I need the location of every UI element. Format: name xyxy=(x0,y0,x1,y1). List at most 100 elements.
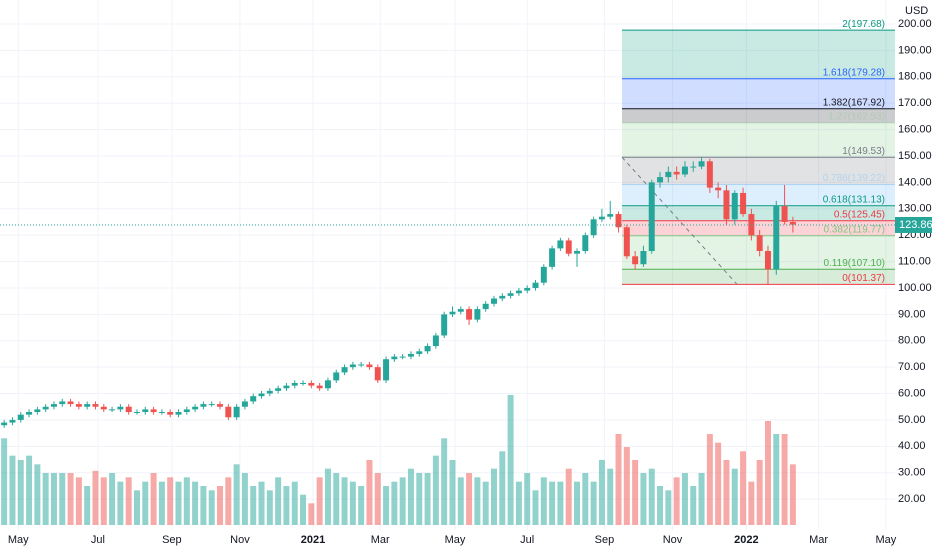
volume-bar xyxy=(499,451,506,525)
candle-body xyxy=(1,422,8,426)
volume-bar xyxy=(491,468,497,525)
fib-band xyxy=(622,205,895,221)
volume-bar xyxy=(266,490,273,525)
candle-body xyxy=(59,401,66,405)
grid xyxy=(0,0,895,530)
volume-bar xyxy=(706,434,713,525)
fib-level-label: 1.382(167.92) xyxy=(823,97,885,108)
fib-level-label: 0.119(107.10) xyxy=(823,258,885,269)
candle-body xyxy=(67,401,74,405)
candle-body xyxy=(258,393,265,397)
candle-body xyxy=(466,309,473,320)
candle-body xyxy=(740,192,747,215)
y-tick-label: 170.00 xyxy=(898,97,932,109)
x-tick-label: 2021 xyxy=(301,534,325,546)
volume-bar xyxy=(175,481,182,525)
fib-band xyxy=(622,122,895,158)
candle-body xyxy=(748,214,755,236)
candle-body xyxy=(217,404,224,407)
candle-body xyxy=(549,248,556,267)
candle-body xyxy=(756,235,763,252)
fib-band xyxy=(622,30,895,79)
fib-level-label: 1.27(162.53) xyxy=(828,112,885,123)
volume-bar xyxy=(67,473,74,525)
candle-body xyxy=(283,385,290,389)
volume-bar xyxy=(26,455,33,525)
fib-level-label: 2(197.68) xyxy=(842,19,885,30)
fib-level-label: 0(101.37) xyxy=(842,273,885,284)
x-tick-label: Mar xyxy=(809,534,828,546)
volume-bar xyxy=(482,481,489,525)
volume-bar xyxy=(217,486,224,525)
volume-bar xyxy=(598,460,605,525)
candle-body xyxy=(532,282,539,288)
volume-bar xyxy=(690,486,697,525)
candle-body xyxy=(673,171,680,175)
candle-body xyxy=(9,419,16,423)
candle-body xyxy=(540,266,547,283)
y-tick-label: 200.00 xyxy=(898,18,932,30)
volume-bar xyxy=(42,473,49,525)
candle-body xyxy=(26,412,33,415)
candle-body xyxy=(183,409,190,413)
volume-bar xyxy=(300,494,307,525)
fib-level-label: 0.786(139.22) xyxy=(823,173,885,184)
candle-body xyxy=(134,412,140,414)
volume-bar xyxy=(241,473,248,525)
volume-bar xyxy=(665,490,672,525)
volume-bar xyxy=(532,490,539,525)
volume-bar xyxy=(615,434,622,525)
volume-bar xyxy=(167,477,174,525)
volume-bar xyxy=(748,481,755,525)
volume-bar xyxy=(258,481,265,525)
x-tick-label: May xyxy=(875,534,896,546)
candle-body xyxy=(142,409,149,413)
candle-body xyxy=(657,177,664,183)
volume-bar xyxy=(424,473,431,525)
candle-body xyxy=(366,364,373,368)
volume-bar xyxy=(681,473,688,525)
volume-bar xyxy=(524,473,531,525)
fib-band xyxy=(622,108,895,123)
candle-body xyxy=(17,414,24,420)
x-tick-label: Mar xyxy=(371,534,390,546)
candle-body xyxy=(42,406,49,410)
candle-body xyxy=(349,364,356,368)
candle-body xyxy=(316,385,323,389)
candle-body xyxy=(623,227,630,257)
candle-body xyxy=(424,346,431,352)
candle-body xyxy=(781,206,788,222)
volume-bar xyxy=(333,473,340,525)
volume-bar xyxy=(565,468,572,525)
volume-bar xyxy=(740,451,747,525)
candle-body xyxy=(84,404,91,407)
candle-body xyxy=(125,406,132,413)
candle-body xyxy=(233,406,240,418)
candle-body xyxy=(574,251,581,254)
candle-body xyxy=(34,409,41,413)
y-tick-label: 110.00 xyxy=(898,255,931,267)
candle-body xyxy=(648,182,655,252)
candle-body xyxy=(391,356,398,360)
axes: 20.00 30.00 40.00 50.00 60.00 70.00 80.00 90.00… xyxy=(0,18,932,546)
y-tick-label: 50.00 xyxy=(898,414,926,426)
volume-bar xyxy=(17,460,24,525)
candle-body xyxy=(416,351,423,354)
x-tick-label: Nov xyxy=(230,534,250,546)
candle-body xyxy=(192,406,199,410)
candle-body xyxy=(241,401,248,407)
candle-body xyxy=(482,303,489,310)
candle-body xyxy=(300,382,307,384)
candle-body xyxy=(383,359,390,381)
fib-band xyxy=(622,157,895,185)
volume-bar xyxy=(134,490,140,525)
last-price-label: 123.86 xyxy=(899,219,932,231)
x-tick-label: May xyxy=(8,534,29,546)
candle-body xyxy=(474,309,481,320)
volume-bar xyxy=(640,473,647,525)
fib-level-label: 1(149.53) xyxy=(842,146,885,157)
candle-body xyxy=(582,235,589,252)
volume-bar xyxy=(557,481,564,525)
volume-bar xyxy=(208,490,215,525)
